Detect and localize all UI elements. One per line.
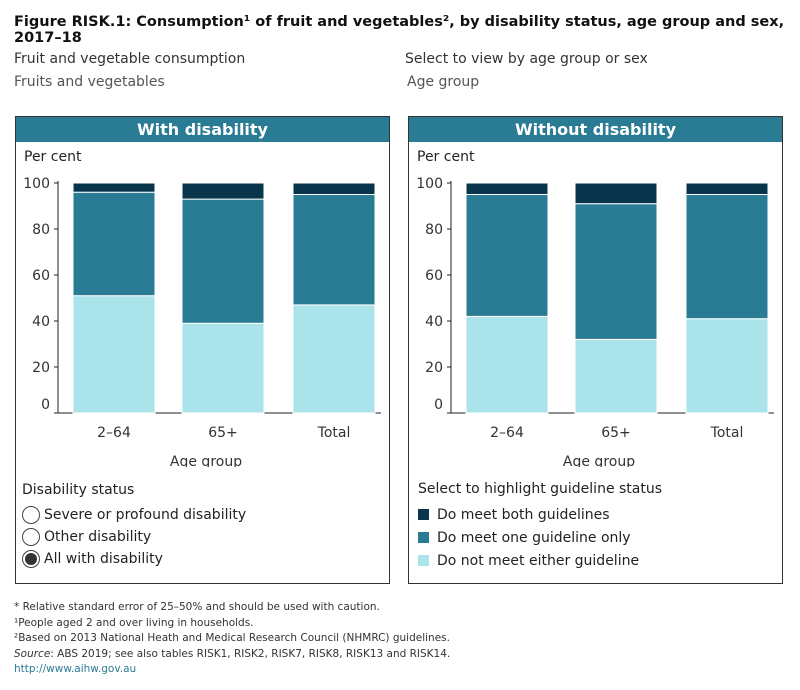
swatch-icon [418,509,429,520]
bar-segment-one [685,194,769,320]
bar-segment-neither [181,322,265,414]
y-tick-label: 80 [425,222,443,238]
bar-segment-neither [685,318,769,414]
bar-segment-neither [72,295,156,414]
radio-selected-icon[interactable] [22,550,40,568]
y-tick-label: 0 [434,397,443,413]
legend-title: Disability status [22,482,135,498]
y-axis-label: Per cent [417,149,475,165]
view-filter[interactable]: Age group [407,74,480,90]
legend-title: Select to highlight guideline status [418,481,663,497]
legend-label: Do meet one guideline only [437,529,631,546]
bar-segment-one [181,198,265,324]
y-tick-label: 20 [32,360,50,376]
radio-label: Other disability [44,529,152,545]
bar-segment-both [685,182,769,195]
bar-segment-one [72,191,156,297]
source-note: Source: ABS 2019; see also tables RISK1,… [14,647,450,663]
footnote: * Relative standard error of 25–50% and … [14,601,380,613]
chart-with-disability: 0 20 40 60 80 100 2–64 65+ Total Age group [23,176,381,467]
bar-segment-both [574,182,658,205]
legend-label: Do meet both guidelines [437,506,610,523]
radio-icon[interactable] [22,528,40,546]
y-tick-label: 100 [23,176,50,192]
bar-segment-both [72,182,156,193]
footnote: ¹People aged 2 and over living in househ… [14,616,254,629]
x-tick-label: 65+ [601,425,631,441]
disability-legend: Disability status Severe or profound dis… [22,482,246,570]
y-tick-label: 80 [32,222,50,238]
bar-segment-both [181,182,265,200]
legend-item-one[interactable]: Do meet one guideline only [418,526,662,549]
aihw-link[interactable]: http://www.aihw.gov.au [14,663,137,675]
x-tick-label: 65+ [208,425,238,441]
y-tick-label: 40 [425,314,443,330]
radio-label: All with disability [44,551,163,567]
legend-item-neither[interactable]: Do not meet either guideline [418,549,662,572]
radio-label: Severe or profound disability [44,507,247,523]
radio-severe[interactable]: Severe or profound disability [22,504,246,526]
x-tick-label: 2–64 [490,425,524,441]
guideline-legend: Select to highlight guideline status Do … [418,481,662,572]
bar-segment-neither [574,338,658,414]
x-tick-label: Total [317,425,351,441]
x-axis-label: Age group [563,454,635,467]
x-axis-label: Age group [170,454,242,467]
source-label: Source [14,647,51,660]
chart-without-disability: 0 20 40 60 80 100 2–64 65+ Total Age group [416,176,774,467]
consumption-filter[interactable]: Fruits and vegetables [14,74,165,90]
y-tick-label: 60 [425,268,443,284]
radio-all[interactable]: All with disability [22,548,246,570]
bar-segment-one [465,194,549,317]
panel-with-disability: With disability Per cent 0 20 40 60 80 100 2–6… [15,116,390,584]
swatch-icon [418,532,429,543]
bar-segment-both [292,182,376,195]
x-tick-label: 2–64 [97,425,131,441]
panel-title: Without disability [409,117,782,142]
radio-other[interactable]: Other disability [22,526,246,548]
source-text: : ABS 2019; see also tables RISK1, RISK2… [50,647,451,660]
y-tick-label: 60 [32,268,50,284]
bar-segment-neither [465,315,549,414]
y-tick-label: 100 [416,176,443,192]
y-tick-label: 0 [41,397,50,413]
panel-without-disability: Without disability Per cent 0 20 40 60 80 100… [408,116,783,584]
swatch-icon [418,555,429,566]
view-filter-label: Select to view by age group or sex [405,51,648,67]
y-tick-label: 20 [425,360,443,376]
legend-item-both[interactable]: Do meet both guidelines [418,503,662,526]
bar-segment-neither [292,304,376,414]
bar-segment-one [292,194,376,306]
radio-icon[interactable] [22,506,40,524]
bar-segment-one [574,203,658,340]
consumption-filter-label: Fruit and vegetable consumption [14,51,246,67]
footnote: ²Based on 2013 National Heath and Medica… [14,632,450,644]
bar-segment-both [465,182,549,195]
figure-title: Figure RISK.1: Consumption¹ of fruit and… [14,14,785,46]
panel-title: With disability [16,117,389,142]
y-axis-label: Per cent [24,149,82,165]
legend-label: Do not meet either guideline [437,552,640,569]
y-tick-label: 40 [32,314,50,330]
x-tick-label: Total [710,425,744,441]
footnotes: * Relative standard error of 25–50% and … [14,600,450,678]
